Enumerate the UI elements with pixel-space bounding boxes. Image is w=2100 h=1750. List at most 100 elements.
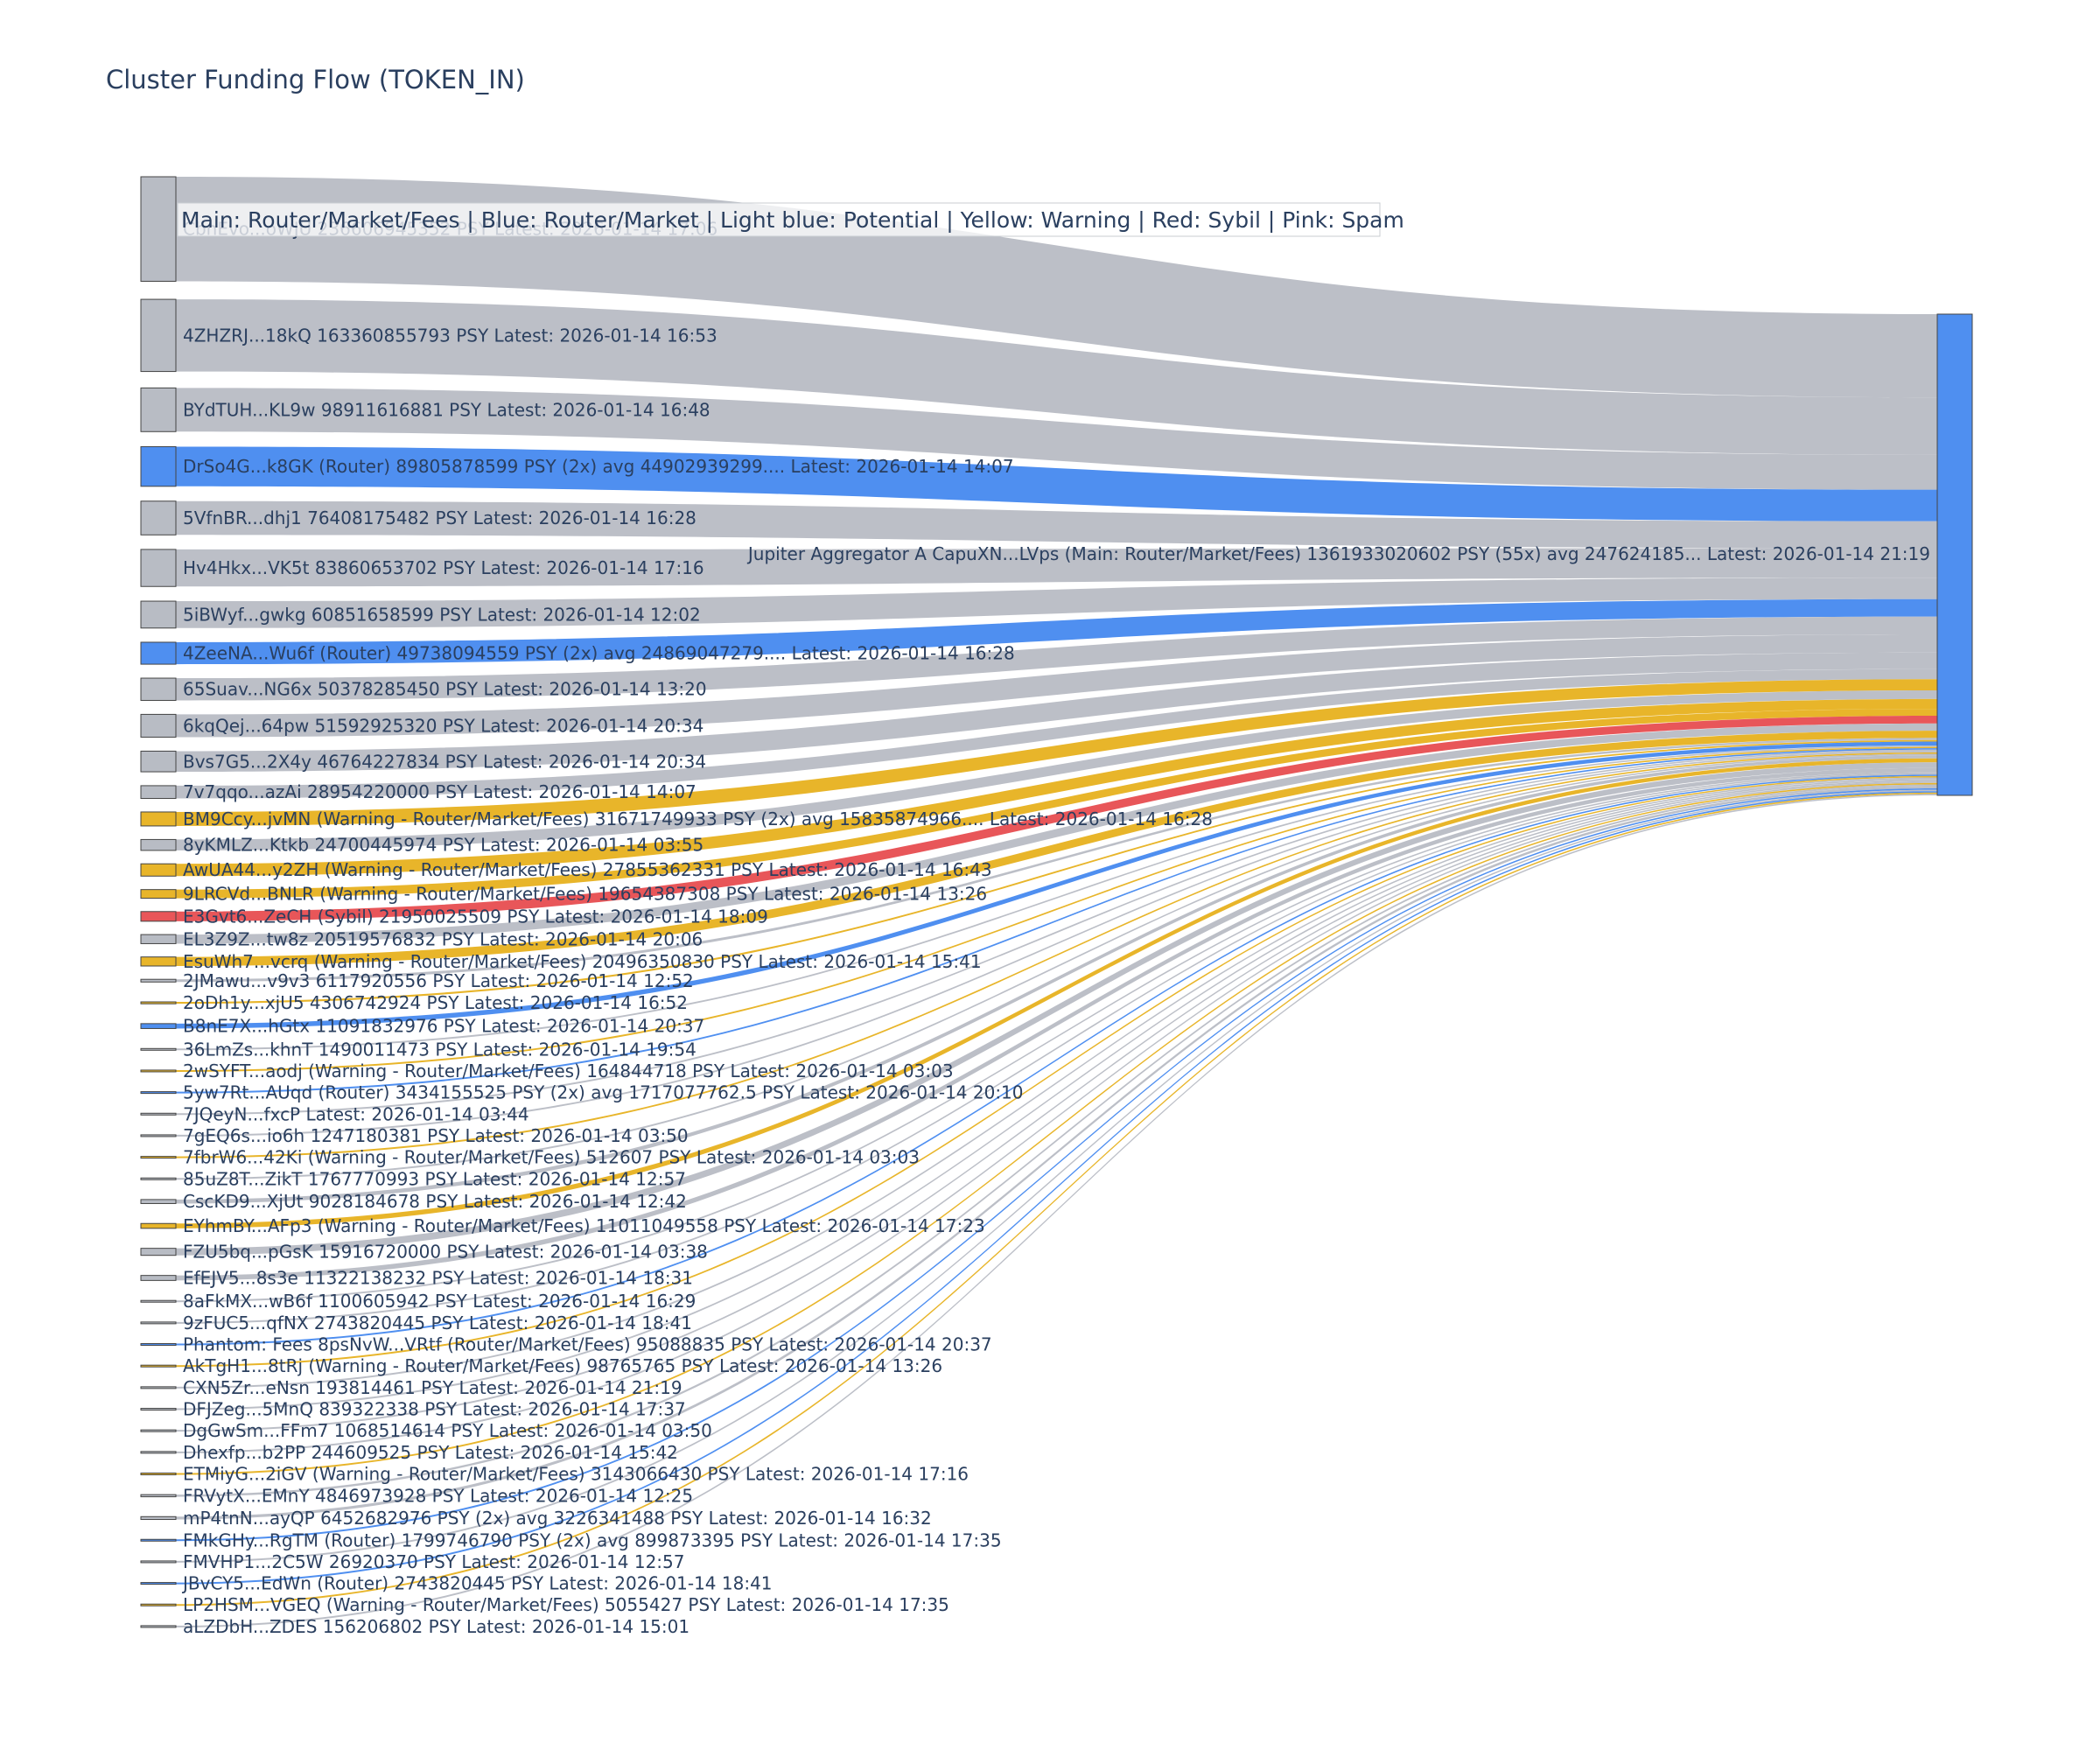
- source-node-label: 8yKMLZ...Ktkb 24700445974 PSY Latest: 20…: [183, 835, 704, 856]
- source-node-label: 4ZHZRJ...18kQ 163360855793 PSY Latest: 2…: [183, 325, 718, 346]
- source-node: [140, 1321, 177, 1325]
- sankey-link: [176, 578, 1937, 628]
- source-node-label: 7gEQ6s...io6h 1247180381 PSY Latest: 202…: [183, 1125, 689, 1146]
- sankey-link: [176, 731, 1937, 967]
- source-node-label: FZU5bq...pGsK 15916720000 PSY Latest: 20…: [183, 1242, 708, 1263]
- sankey-link: [176, 741, 1937, 1029]
- source-node-label: EsuWh7...vcrq (Warning - Router/Market/F…: [183, 951, 982, 972]
- source-node-label: Phantom: Fees 8psNvW...VRtf (Router/Mark…: [183, 1334, 992, 1355]
- chart-title: Cluster Funding Flow (TOKEN_IN): [106, 65, 525, 94]
- source-node-label: JBvCY5...EdWn (Router) 2743820445 PSY La…: [181, 1573, 773, 1594]
- source-node-label: Hv4Hkx...VK5t 83860653702 PSY Latest: 20…: [183, 557, 704, 578]
- source-node-label: 9LRCVd...BNLR (Warning - Router/Market/F…: [183, 884, 987, 905]
- source-node-label: B8nE7X...hGtx 11091832976 PSY Latest: 20…: [183, 1016, 704, 1037]
- source-node-label: 7v7qqo...azAi 28954220000 PSY Latest: 20…: [183, 781, 696, 802]
- source-node: [140, 1408, 177, 1411]
- legend-note-box: [177, 202, 1381, 237]
- sankey-link: [176, 709, 1937, 899]
- sankey-link: [176, 767, 1937, 1281]
- sankey-link: [176, 698, 1937, 877]
- source-node: [140, 641, 177, 665]
- sankey-link: [176, 753, 1937, 1180]
- source-node: [140, 387, 177, 432]
- sankey-link: [176, 299, 1937, 455]
- source-node: [140, 1364, 177, 1368]
- source-node-label: 2oDh1y...xjU5 4306742924 PSY Latest: 202…: [183, 992, 688, 1013]
- source-node-label: FMkGHy...RgTM (Router) 1799746790 PSY (2…: [183, 1530, 1002, 1550]
- source-node: [140, 978, 177, 983]
- source-node-label: 65Suav...NG6x 50378285450 PSY Latest: 20…: [183, 679, 707, 700]
- source-node: [140, 298, 177, 373]
- legend-note-text: Main: Router/Market/Fees | Blue: Router/…: [181, 207, 1404, 233]
- sankey-link: [176, 746, 1937, 1072]
- source-node: [140, 445, 177, 487]
- sankey-link: [176, 762, 1937, 1256]
- sankey-link: [176, 500, 1937, 549]
- sankey-link: [176, 789, 1937, 1563]
- source-node-label: Bvs7G5...2X4y 46764227834 PSY Latest: 20…: [183, 751, 706, 772]
- source-node: [140, 863, 177, 877]
- source-node: [140, 1299, 177, 1303]
- sankey-link: [176, 773, 1937, 1324]
- sankey-link: [176, 792, 1937, 1606]
- source-node: [140, 956, 177, 967]
- source-node: [140, 176, 177, 282]
- source-node: [140, 1248, 177, 1256]
- sankey-link: [176, 772, 1937, 1303]
- source-node: [140, 1603, 177, 1606]
- source-node: [140, 677, 177, 701]
- source-node: [140, 1343, 177, 1347]
- source-node-label: 2JMawu...v9v3 6117920556 PSY Latest: 202…: [183, 970, 694, 991]
- target-node-label: Jupiter Aggregator A CapuXN...LVps (Main…: [746, 543, 1930, 564]
- source-node-label: 85uZ8T...ZikT 1767770993 PSY Latest: 202…: [183, 1168, 686, 1189]
- sankey-labels: CbnEvo...oWJU 236606945352 PSY Latest: 2…: [181, 219, 1930, 1637]
- source-node-label: Dhexfp...b2PP 244609525 PSY Latest: 2026…: [183, 1442, 678, 1463]
- source-node: [140, 1582, 177, 1586]
- sankey-link: [176, 791, 1937, 1585]
- source-node: [140, 1069, 177, 1073]
- sankey-link: [176, 738, 1937, 983]
- source-node: [140, 1199, 177, 1204]
- source-node-label: 36LmZs...khnT 1490011473 PSY Latest: 202…: [183, 1039, 696, 1060]
- source-node-label: EL3Z9Z...tw8z 20519576832 PSY Latest: 20…: [183, 928, 703, 949]
- sankey-link: [176, 749, 1937, 1116]
- source-node-label: BM9Ccy...jvMN (Warning - Router/Market/F…: [183, 808, 1213, 830]
- sankey-link: [176, 751, 1937, 1137]
- sankey-link: [176, 779, 1937, 1410]
- source-node: [140, 1429, 177, 1432]
- sankey-link: [176, 652, 1937, 773]
- source-node-label: 4ZeeNA...Wu6f (Router) 49738094559 PSY (…: [183, 643, 1015, 664]
- source-node-label: 5VfnBR...dhj1 76408175482 PSY Latest: 20…: [183, 508, 696, 528]
- sankey-link: [176, 780, 1937, 1432]
- source-node: [140, 1091, 177, 1095]
- sankey-link: [176, 755, 1937, 1204]
- source-node-label: FMVHP1...2C5W 26920370 PSY Latest: 2026-…: [183, 1551, 685, 1572]
- source-node: [140, 1112, 177, 1116]
- source-node-label: DrSo4G...k8GK (Router) 89805878599 PSY (…: [183, 456, 1014, 477]
- target-node: [1936, 313, 1973, 796]
- source-node: [140, 600, 177, 629]
- source-node-label: AwUA44...y2ZH (Warning - Router/Market/F…: [183, 859, 992, 880]
- source-node-label: AkTgH1...8tRj (Warning - Router/Market/F…: [183, 1355, 942, 1376]
- sankey-link: [176, 745, 1937, 1051]
- sankey-link: [176, 598, 1937, 665]
- source-node-label: aLZDbH...ZDES 156206802 PSY Latest: 2026…: [183, 1616, 690, 1637]
- source-node: [140, 1451, 177, 1454]
- source-node-label: ETMiyG...2iGV (Warning - Router/Market/F…: [183, 1463, 969, 1484]
- sankey-link: [176, 634, 1937, 738]
- source-node: [140, 1047, 177, 1051]
- source-node-label: CscKD9...XjUt 9028184678 PSY Latest: 202…: [183, 1191, 687, 1212]
- source-node-label: 5iBWyf...gwkg 60851658599 PSY Latest: 20…: [183, 604, 701, 625]
- sankey-link: [176, 716, 1937, 921]
- source-node: [140, 1386, 177, 1390]
- sankey-nodes: [140, 176, 1973, 1628]
- source-node-label: LP2HSM...VGEQ (Warning - Router/Market/F…: [183, 1594, 949, 1615]
- sankey-link: [176, 548, 1937, 587]
- sankey-link: [176, 723, 1937, 944]
- sankey-link: [176, 388, 1937, 490]
- source-node: [140, 750, 177, 773]
- source-node-label: DgGwSm...FFm7 1068514614 PSY Latest: 202…: [183, 1420, 712, 1441]
- source-node: [140, 1023, 177, 1029]
- source-node: [140, 1538, 177, 1542]
